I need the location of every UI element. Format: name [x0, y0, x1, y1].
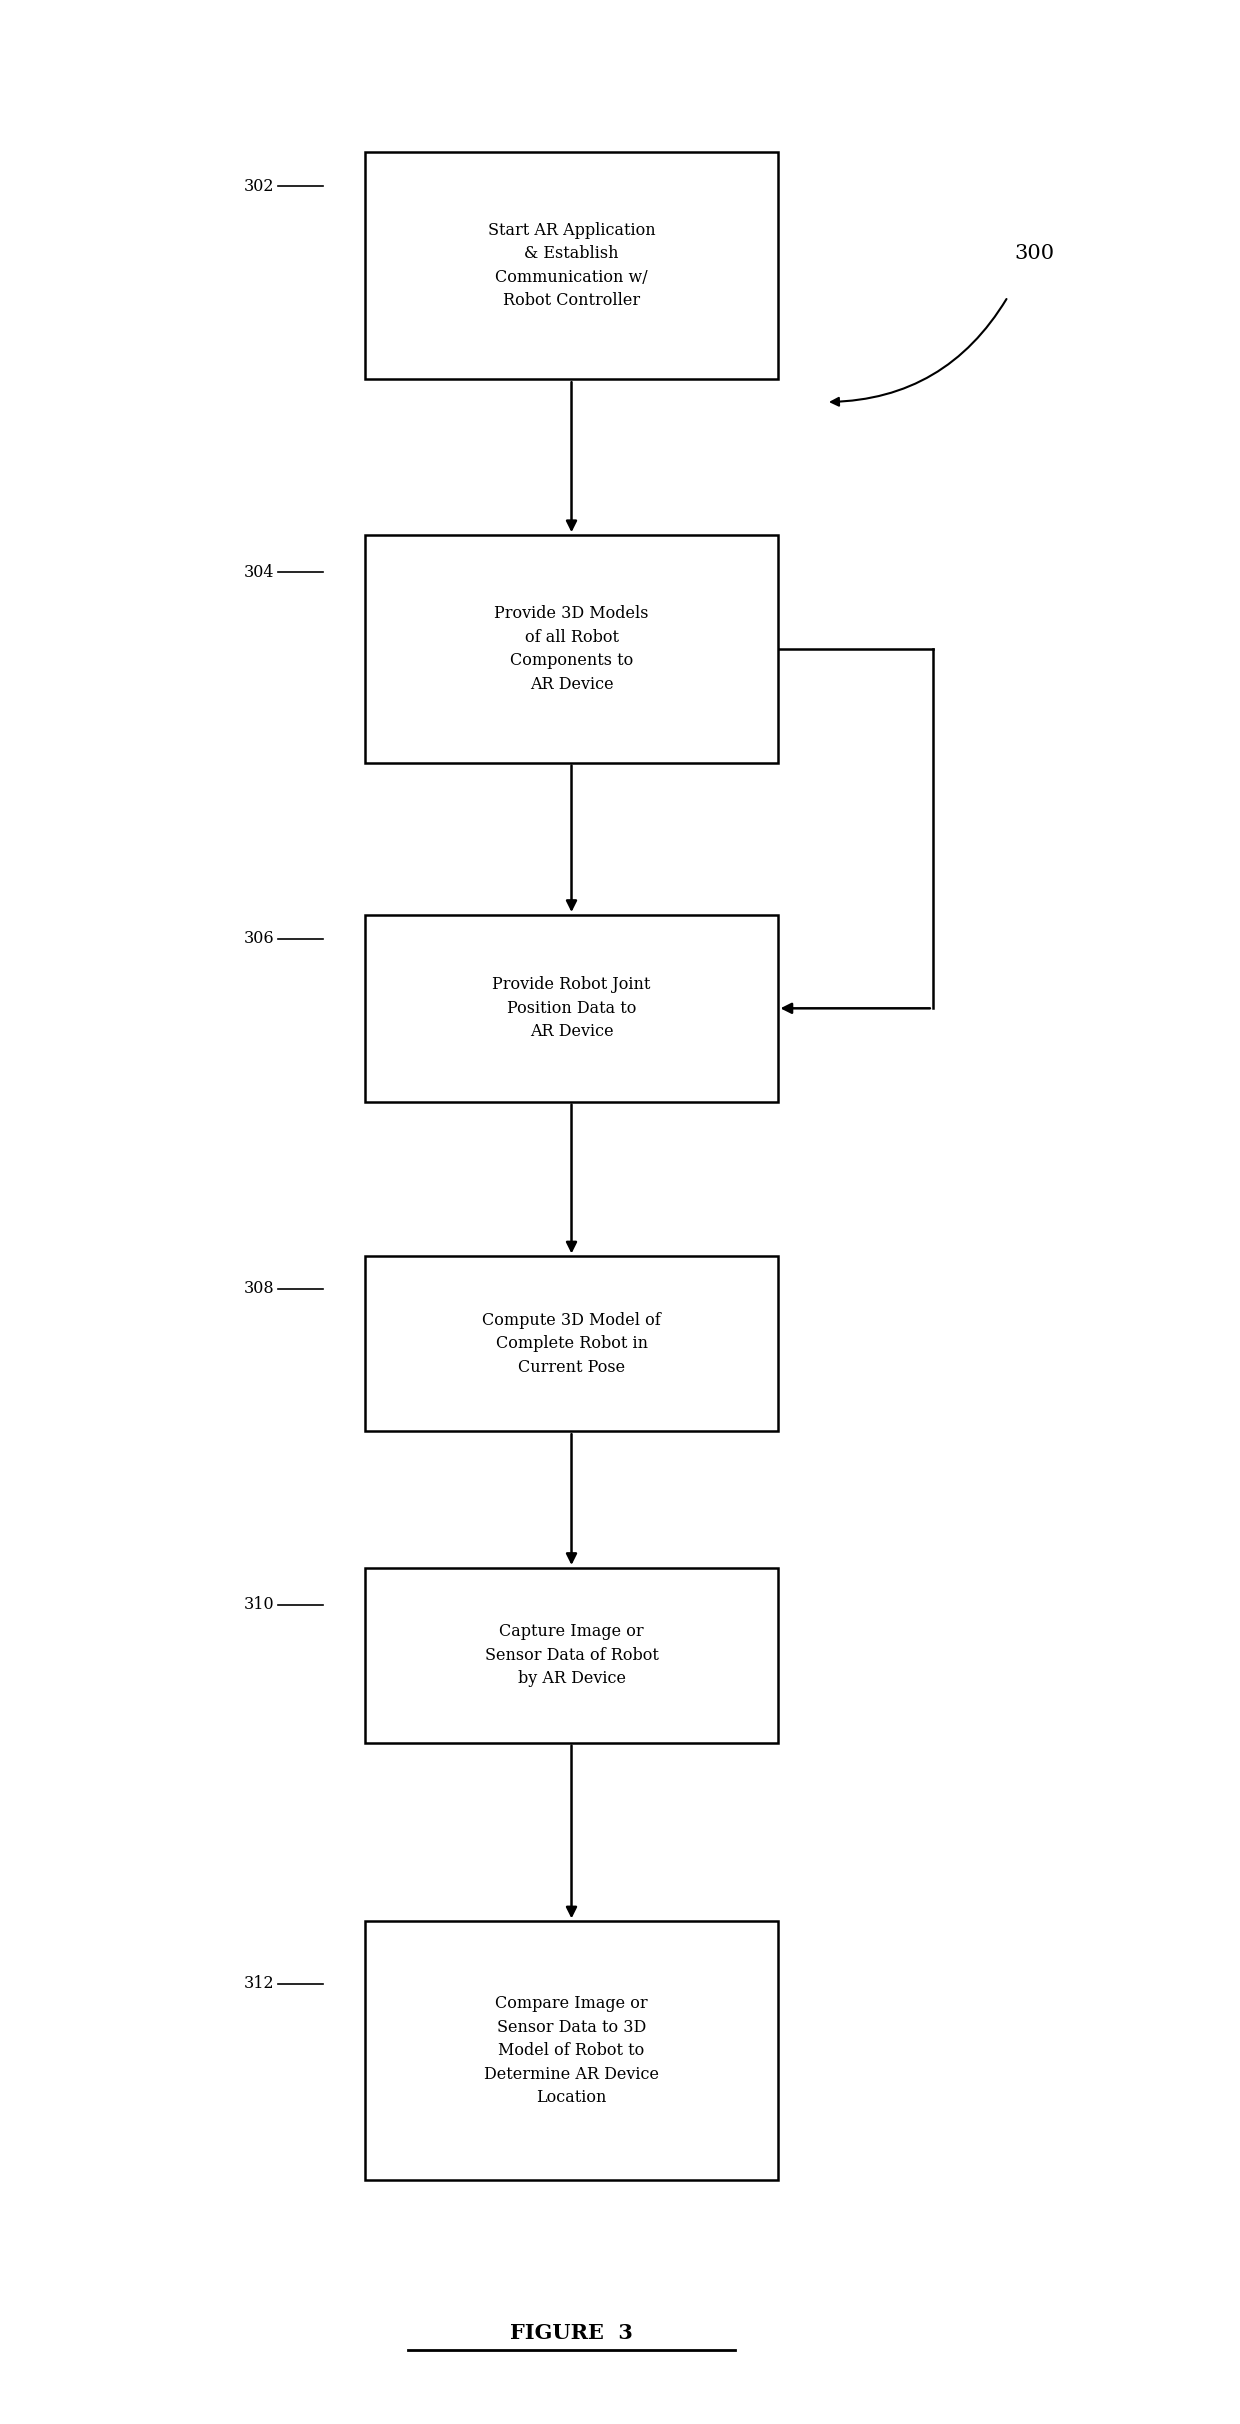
- Text: Compare Image or
Sensor Data to 3D
Model of Robot to
Determine AR Device
Locatio: Compare Image or Sensor Data to 3D Model…: [484, 1995, 658, 2106]
- Text: 306: 306: [244, 931, 274, 948]
- FancyBboxPatch shape: [366, 914, 777, 1103]
- Text: FIGURE  3: FIGURE 3: [510, 2322, 632, 2344]
- FancyBboxPatch shape: [366, 153, 777, 378]
- Text: 310: 310: [244, 1597, 274, 1614]
- FancyBboxPatch shape: [366, 1568, 777, 1743]
- FancyArrowPatch shape: [831, 298, 1007, 405]
- FancyBboxPatch shape: [366, 536, 777, 764]
- Text: Compute 3D Model of
Complete Robot in
Current Pose: Compute 3D Model of Complete Robot in Cu…: [482, 1311, 661, 1377]
- Text: 302: 302: [244, 177, 274, 194]
- FancyBboxPatch shape: [366, 1922, 777, 2179]
- Text: Provide Robot Joint
Position Data to
AR Device: Provide Robot Joint Position Data to AR …: [492, 977, 651, 1040]
- Text: 312: 312: [244, 1976, 274, 1993]
- FancyBboxPatch shape: [366, 1256, 777, 1430]
- Text: 308: 308: [244, 1280, 274, 1297]
- Text: Capture Image or
Sensor Data of Robot
by AR Device: Capture Image or Sensor Data of Robot by…: [485, 1624, 658, 1687]
- Text: Provide 3D Models
of all Robot
Components to
AR Device: Provide 3D Models of all Robot Component…: [495, 606, 649, 693]
- Text: 304: 304: [244, 565, 274, 582]
- Text: 300: 300: [1014, 245, 1054, 264]
- Text: Start AR Application
& Establish
Communication w/
Robot Controller: Start AR Application & Establish Communi…: [487, 221, 655, 310]
